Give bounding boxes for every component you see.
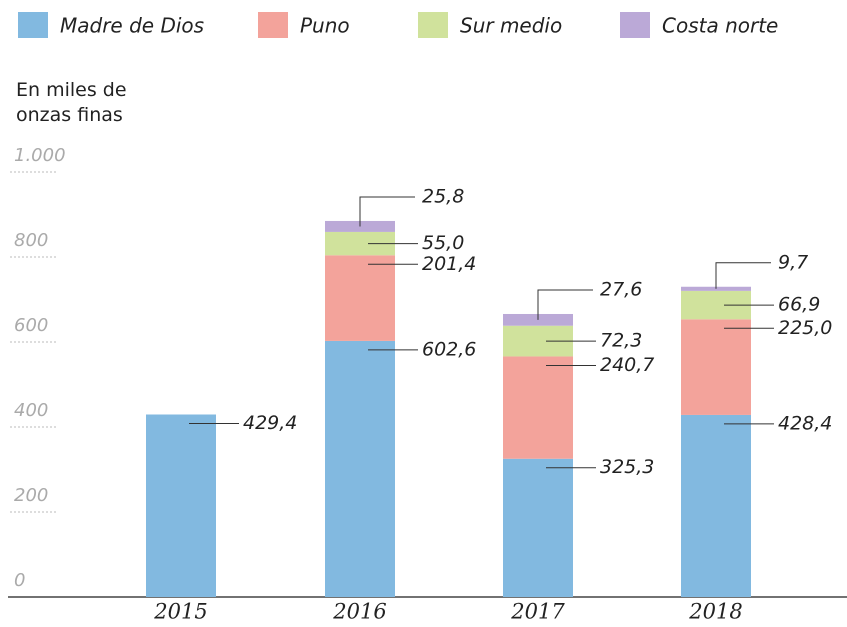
bar-segment: [681, 414, 751, 597]
legend-swatch: [620, 12, 650, 38]
x-tick-label: 2016: [332, 600, 386, 624]
value-label: 428,4: [778, 412, 832, 434]
legend-label: Costa norte: [662, 14, 778, 38]
y-tick-label: 400: [14, 400, 48, 421]
y-tick-label: 0: [14, 570, 25, 591]
value-label: 9,7: [778, 251, 808, 273]
value-label: 225,0: [778, 317, 832, 339]
y-tick-label: 200: [14, 485, 48, 506]
legend-label: Madre de Dios: [60, 14, 204, 38]
bar-segment: [503, 458, 573, 597]
value-label: 55,0: [422, 232, 464, 254]
value-label: 240,7: [600, 354, 654, 376]
legend-swatch: [418, 12, 448, 38]
value-label: 27,6: [600, 278, 642, 300]
leader-line: [359, 196, 415, 227]
leader-line: [715, 262, 771, 289]
x-tick-label: 2018: [688, 600, 742, 624]
value-label: 25,8: [422, 185, 464, 207]
bar-segment: [325, 255, 395, 341]
y-axis-label: En miles de onzas finas: [16, 79, 127, 126]
bar-segment: [146, 414, 216, 597]
y-tick-label: 600: [14, 315, 48, 336]
value-label: 325,3: [600, 456, 654, 478]
leader-line: [537, 289, 593, 320]
legend-swatch: [258, 12, 288, 38]
x-tick-label: 2015: [153, 600, 207, 624]
value-label: 72,3: [600, 330, 642, 352]
bar-segment: [503, 356, 573, 459]
legend-label: Puno: [300, 14, 350, 38]
value-label: 201,4: [422, 253, 476, 275]
bar-segment: [325, 340, 395, 597]
value-label: 66,9: [778, 294, 820, 316]
value-label: 602,6: [422, 338, 476, 360]
legend-swatch: [18, 12, 48, 38]
bar-segment: [325, 231, 395, 256]
bar-segment: [681, 319, 751, 415]
y-tick-label: 800: [14, 230, 48, 251]
y-tick-label: 1.000: [14, 145, 66, 166]
x-tick-label: 2017: [510, 600, 565, 624]
value-label: 429,4: [243, 412, 297, 434]
legend-label: Sur medio: [460, 14, 562, 38]
